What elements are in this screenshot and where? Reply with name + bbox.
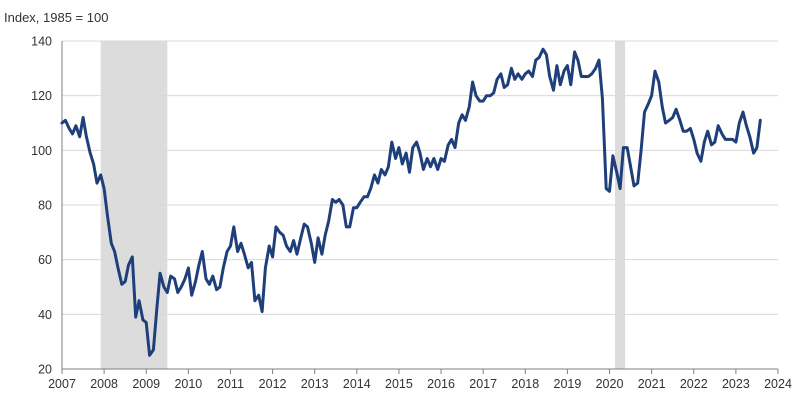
x-tick-label-2021: 2021 (638, 377, 666, 391)
x-tick-label-2008: 2008 (90, 377, 118, 391)
x-tick-label-2013: 2013 (301, 377, 329, 391)
x-tick-label-2017: 2017 (469, 377, 497, 391)
y-axis-unit-label: Index, 1985 = 100 (4, 10, 108, 25)
x-tick-label-2024: 2024 (764, 377, 792, 391)
x-tick-label-2009: 2009 (132, 377, 160, 391)
x-tick-label-2007: 2007 (48, 377, 76, 391)
x-tick-label-2010: 2010 (174, 377, 202, 391)
x-tick-label-2011: 2011 (217, 377, 244, 391)
y-tick-label-40: 40 (38, 308, 52, 322)
x-tick-label-2018: 2018 (511, 377, 539, 391)
y-tick-label-80: 80 (38, 199, 52, 213)
x-tick-label-2022: 2022 (680, 377, 708, 391)
x-tick-label-2020: 2020 (596, 377, 624, 391)
axes-layer (61, 41, 778, 370)
tick-label-layer: 20 40 60 80 100 120 140 2007 2008 2009 2010 2011 201… (31, 35, 792, 392)
x-tick-label-2019: 2019 (554, 377, 582, 391)
series-layer (60, 47, 762, 357)
gridline-layer (62, 40, 778, 315)
y-tick-label-100: 100 (31, 144, 52, 158)
x-tick-label-2012: 2012 (259, 377, 287, 391)
x-tick-label-2014: 2014 (343, 377, 371, 391)
x-tick-label-2023: 2023 (722, 377, 750, 391)
series-line-0 (60, 47, 762, 357)
y-tick-label-120: 120 (31, 89, 52, 103)
y-tick-label-20: 20 (38, 363, 52, 377)
x-tick-label-2015: 2015 (385, 377, 413, 391)
y-tick-label-60: 60 (38, 253, 52, 267)
y-tick-label-140: 140 (31, 35, 52, 49)
x-tick-label-2016: 2016 (427, 377, 455, 391)
